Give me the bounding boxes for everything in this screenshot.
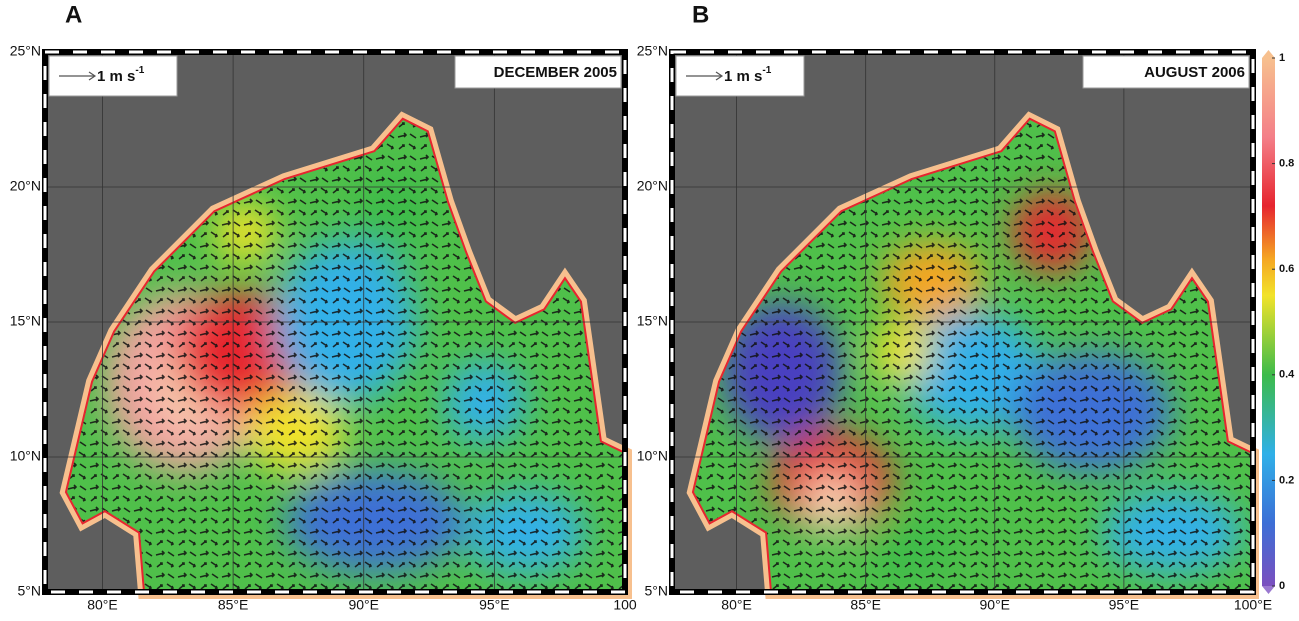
y-tick-label: 10°N [10, 448, 41, 464]
scale-sup: -1 [762, 65, 771, 76]
y-tick-label: 15°N [10, 313, 41, 329]
x-tick-label: 100°E [1234, 597, 1272, 613]
x-tick-label: 90°E [348, 597, 379, 613]
colorbar-top [1262, 50, 1275, 58]
map-panel: 80°E 85°E 90°E 95°E 100°E 5°N 10°N 15°N 20°N 25°N… [637, 1, 1272, 612]
y-tick-label: 10°N [637, 448, 668, 464]
colorbar-tick-label: 0 [1279, 580, 1285, 592]
x-tick-label: 80°E [87, 597, 118, 613]
y-tick-label: 15°N [637, 313, 668, 329]
colorbar-bottom [1262, 586, 1275, 594]
y-tick-label: 20°N [637, 178, 668, 194]
scale-arrow [59, 71, 97, 81]
x-tick-label: 90°E [980, 597, 1011, 613]
scale-unit: 1 m s [724, 68, 762, 85]
x-tick-label: 95°E [479, 597, 510, 613]
x-tick-label: 100 [613, 597, 637, 613]
scale-arrow [686, 71, 724, 81]
panels: 80°E 85°E 90°E 95°E 100 5°N 10°N 15°N 20°N 25°N A D… [10, 1, 1272, 612]
scale-sup: -1 [135, 65, 144, 76]
panel-label: A [65, 1, 82, 28]
colorbar: 0 0.2 0.4 0.6 0.8 1 [1262, 50, 1295, 594]
y-tick-label: 5°N [18, 583, 42, 599]
frame-dash [43, 50, 627, 594]
title-box [1082, 55, 1250, 89]
scale-label: 1 m s-1 [97, 65, 145, 85]
x-tick-label: 95°E [1109, 597, 1140, 613]
colorbar-body [1262, 58, 1275, 586]
frame-dash [670, 50, 1255, 594]
x-tick-label: 85°E [850, 597, 881, 613]
colorbar-tick-label: 0.6 [1279, 263, 1294, 275]
colorbar-tick-label: 1 [1279, 52, 1285, 64]
y-tick-label: 25°N [637, 43, 668, 59]
map-panel: 80°E 85°E 90°E 95°E 100 5°N 10°N 15°N 20°N 25°N A D… [10, 1, 637, 612]
panel-label: B [692, 1, 709, 28]
title-box [454, 55, 622, 89]
scale-unit: 1 m s [97, 68, 135, 85]
colorbar-tick-label: 0.4 [1279, 369, 1295, 381]
y-tick-label: 5°N [645, 583, 669, 599]
y-tick-label: 25°N [10, 43, 41, 59]
colorbar-tick-label: 0.2 [1279, 474, 1294, 486]
x-tick-label: 85°E [218, 597, 249, 613]
scale-label: 1 m s-1 [724, 65, 772, 85]
x-tick-label: 80°E [721, 597, 752, 613]
y-tick-label: 20°N [10, 178, 41, 194]
colorbar-tick-label: 0.8 [1279, 158, 1294, 170]
panel-title: DECEMBER 2005 [494, 64, 617, 81]
panel-title: AUGUST 2006 [1144, 64, 1245, 81]
